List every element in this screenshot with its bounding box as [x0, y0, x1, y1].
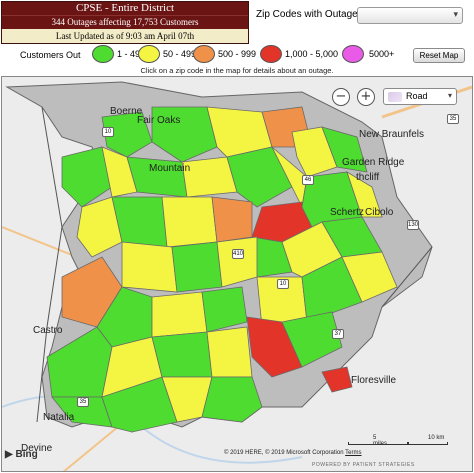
place-label: Floresville: [351, 375, 397, 386]
map-instructions: Click on a zip code in the map for detai…: [140, 66, 334, 75]
highway-shield: 10: [102, 127, 114, 137]
highway-shield: 10: [277, 279, 289, 289]
legend-text: 1,000 - 5,000: [285, 49, 339, 59]
road-map-icon: [388, 92, 402, 102]
zip-region[interactable]: [321, 126, 368, 173]
reset-map-button[interactable]: Reset Map: [413, 48, 465, 63]
highway-shield: 35: [447, 114, 459, 124]
scale-bar-km: [408, 442, 448, 445]
scale-km-label: 10 km: [428, 435, 445, 441]
legend-swatch-orange: [193, 45, 215, 63]
county-border: [36, 106, 63, 423]
zip-region[interactable]: [61, 146, 113, 208]
legend-text: 1 - 49: [117, 49, 141, 59]
zip-region[interactable]: [161, 196, 218, 248]
place-label: New Braunfels: [359, 129, 425, 140]
zip-region[interactable]: [76, 196, 123, 258]
place-label: Devine: [21, 443, 53, 454]
bing-logo: ▶ Bing: [5, 449, 38, 460]
chevron-down-icon: ▾: [447, 91, 452, 100]
place-label: Cibolo: [365, 207, 394, 218]
bing-label: Bing: [15, 449, 38, 460]
legend-text: 5000+: [369, 49, 395, 59]
district-title: CPSE - Entire District: [2, 2, 248, 15]
zip-region[interactable]: [201, 376, 263, 423]
legend-text: 50 - 499: [163, 49, 197, 59]
zip-region[interactable]: [101, 111, 153, 158]
place-label: Fair Oaks: [137, 115, 181, 126]
zip-region[interactable]: [226, 146, 293, 208]
zip-region[interactable]: [281, 311, 343, 368]
place-label: Mountain: [149, 163, 191, 174]
legend-swatch-red: [260, 45, 282, 63]
zip-region[interactable]: [341, 251, 398, 303]
highway-shield: 37: [332, 329, 344, 339]
zip-region[interactable]: [291, 126, 338, 178]
zip-region[interactable]: [206, 326, 253, 378]
legend-swatch-magenta: [342, 45, 364, 63]
zip-region[interactable]: [246, 316, 303, 378]
scale-miles-label: 5 miles: [373, 435, 388, 447]
highway-shield: 35: [77, 397, 89, 407]
last-updated: Last Updated as of 9:03 am April 07th: [2, 28, 248, 43]
zip-region[interactable]: [346, 171, 383, 218]
zip-region[interactable]: [151, 291, 208, 338]
highway-shield: 46: [302, 175, 314, 185]
legend-label: Customers Out: [20, 50, 81, 60]
powered-by-credit: POWERED BY PATIENT STRATEGIES: [312, 462, 415, 468]
zip-region[interactable]: [151, 331, 213, 378]
zip-region[interactable]: [171, 241, 223, 293]
zoom-out-button[interactable]: −: [332, 88, 350, 106]
zip-region[interactable]: [321, 366, 353, 393]
place-label: Boerne: [110, 106, 143, 117]
map-type-label: Road: [406, 91, 428, 101]
zip-region[interactable]: [201, 286, 248, 333]
place-label: Garden Ridge: [342, 157, 405, 168]
zip-region[interactable]: [101, 376, 178, 433]
outage-map[interactable]: − + Road ▾ Boerne Fair Oaks Mountain New…: [1, 76, 473, 472]
legend-swatch-yellow: [138, 45, 160, 63]
highway-shield: 410: [232, 249, 244, 259]
place-label: thcliff: [356, 172, 380, 183]
zip-region[interactable]: [211, 196, 253, 243]
scale-bar-miles: [348, 442, 408, 445]
place-label: Castro: [33, 325, 63, 336]
place-label: Schertz: [330, 207, 364, 218]
chevron-down-icon: ▾: [453, 10, 458, 20]
map-attribution: © 2019 HERE, © 2019 Microsoft Corporatio…: [224, 450, 361, 456]
attribution-text: © 2019 HERE, © 2019 Microsoft Corporatio…: [224, 450, 344, 456]
bing-icon: ▶: [5, 449, 13, 460]
county-border: [381, 246, 433, 308]
terms-link[interactable]: Terms: [345, 450, 362, 456]
zip-region[interactable]: [151, 106, 218, 163]
zip-code-select[interactable]: ▾: [357, 7, 463, 24]
zoom-in-button[interactable]: +: [357, 88, 375, 106]
district-title-box: CPSE - Entire District 344 Outages affec…: [1, 1, 249, 44]
legend-text: 500 - 999: [218, 49, 257, 59]
legend-swatch-green: [92, 45, 114, 63]
outage-summary: 344 Outages affecting 17,753 Customers: [2, 15, 248, 28]
map-type-select[interactable]: Road ▾: [383, 88, 457, 105]
highway-shield: 130: [407, 220, 419, 230]
place-label: Natalia: [43, 412, 75, 423]
zip-region[interactable]: [121, 241, 178, 293]
zip-select-label: Zip Codes with Outages: [256, 9, 363, 20]
